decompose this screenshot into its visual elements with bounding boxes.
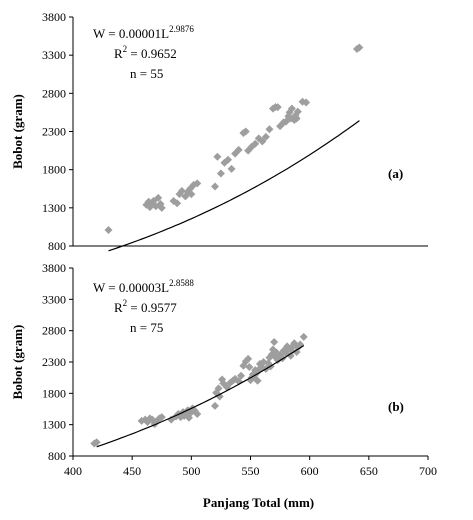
data-point (258, 137, 267, 146)
data-point (104, 225, 113, 234)
y-tick-label: 3800 (42, 261, 66, 275)
r-squared-symbol: R (114, 46, 123, 61)
data-point (157, 413, 166, 422)
data-point (245, 363, 254, 372)
y-tick-label: 1300 (42, 418, 66, 432)
data-point (265, 125, 274, 134)
data-point (237, 371, 246, 380)
data-point (241, 127, 250, 136)
data-point (193, 410, 202, 419)
data-point (216, 169, 225, 178)
x-tick-label: 550 (242, 464, 260, 478)
sample-size-text: n = 75 (130, 320, 163, 335)
y-tick-label: 1800 (42, 163, 66, 177)
data-point (234, 145, 243, 154)
r-squared-sup: 2 (123, 298, 128, 308)
data-point (287, 104, 296, 113)
y-tick-label: 1800 (42, 386, 66, 400)
y-tick-label: 1300 (42, 201, 66, 215)
y-tick-label: 2800 (42, 86, 66, 100)
x-axis-title: Panjang Total (mm) (203, 495, 314, 510)
data-point (244, 354, 253, 363)
panel-label: (a) (388, 166, 403, 181)
y-axis-title: Bobot (gram) (10, 94, 25, 169)
sample-size-text: n = 55 (130, 66, 163, 81)
data-point (173, 199, 182, 208)
r-squared-text: R2 = 0.9577 (114, 298, 177, 315)
x-tick-label: 450 (123, 464, 141, 478)
equation-text: W = 0.00001L2.9876 (93, 24, 194, 41)
data-point (154, 193, 163, 202)
x-tick-label: 650 (360, 464, 378, 478)
x-axis: 400 450 500 550 600 650 700 Panjang Total (mm) (64, 456, 437, 510)
r-squared-value: = 0.9652 (127, 46, 177, 61)
data-point (184, 413, 193, 422)
x-tick-label: 600 (301, 464, 319, 478)
y-tick-label: 800 (48, 449, 66, 463)
equation-exponent: 2.9876 (169, 24, 194, 34)
data-point (293, 107, 302, 116)
data-point (215, 392, 224, 401)
data-point (211, 182, 219, 191)
data-point (177, 187, 186, 196)
data-point (302, 98, 311, 107)
data-point (157, 203, 166, 212)
x-tick-label: 500 (182, 464, 200, 478)
data-point (92, 438, 101, 447)
r-squared-symbol: R (114, 300, 123, 315)
data-point (187, 190, 196, 199)
equation-text: W = 0.00003L2.8588 (93, 278, 194, 295)
r-squared-text: R2 = 0.9652 (114, 44, 177, 61)
data-point (261, 132, 270, 141)
y-tick-label: 3300 (42, 292, 66, 306)
y-tick-label: 3800 (42, 10, 66, 24)
data-point (213, 152, 222, 161)
equation-main: W = 0.00003L (93, 280, 169, 295)
data-point (251, 139, 260, 148)
equation-main: W = 0.00001L (93, 26, 169, 41)
panel-label: (b) (388, 399, 404, 414)
r-squared-value: = 0.9577 (127, 300, 177, 315)
data-point (227, 164, 236, 173)
data-point (292, 114, 301, 123)
data-point (224, 155, 233, 164)
data-point (211, 401, 219, 410)
data-point (355, 43, 364, 52)
y-tick-label: 3300 (42, 48, 66, 62)
y-tick-label: 800 (48, 239, 66, 253)
y-tick-label: 2800 (42, 324, 66, 338)
fit-curve (108, 120, 360, 252)
panel-b: 800 1300 1800 2300 2800 3300 3800 Bobot (gram) W… (10, 261, 428, 463)
fit-curve (96, 344, 305, 448)
x-tick-label: 700 (419, 464, 437, 478)
y-tick-label: 2300 (42, 355, 66, 369)
data-point (273, 103, 282, 112)
data-point (270, 337, 279, 346)
panel-a: 800 1300 1800 2300 2800 3300 3800 Bobot (gram) W… (10, 10, 428, 253)
equation-exponent: 2.8588 (169, 278, 194, 288)
data-point (193, 179, 202, 188)
x-tick-label: 400 (64, 464, 82, 478)
y-axis-title: Bobot (gram) (10, 325, 25, 400)
r-squared-sup: 2 (123, 44, 128, 54)
data-point (299, 332, 308, 341)
y-tick-label: 2300 (42, 125, 66, 139)
data-point (253, 376, 262, 385)
data-point (214, 384, 223, 393)
